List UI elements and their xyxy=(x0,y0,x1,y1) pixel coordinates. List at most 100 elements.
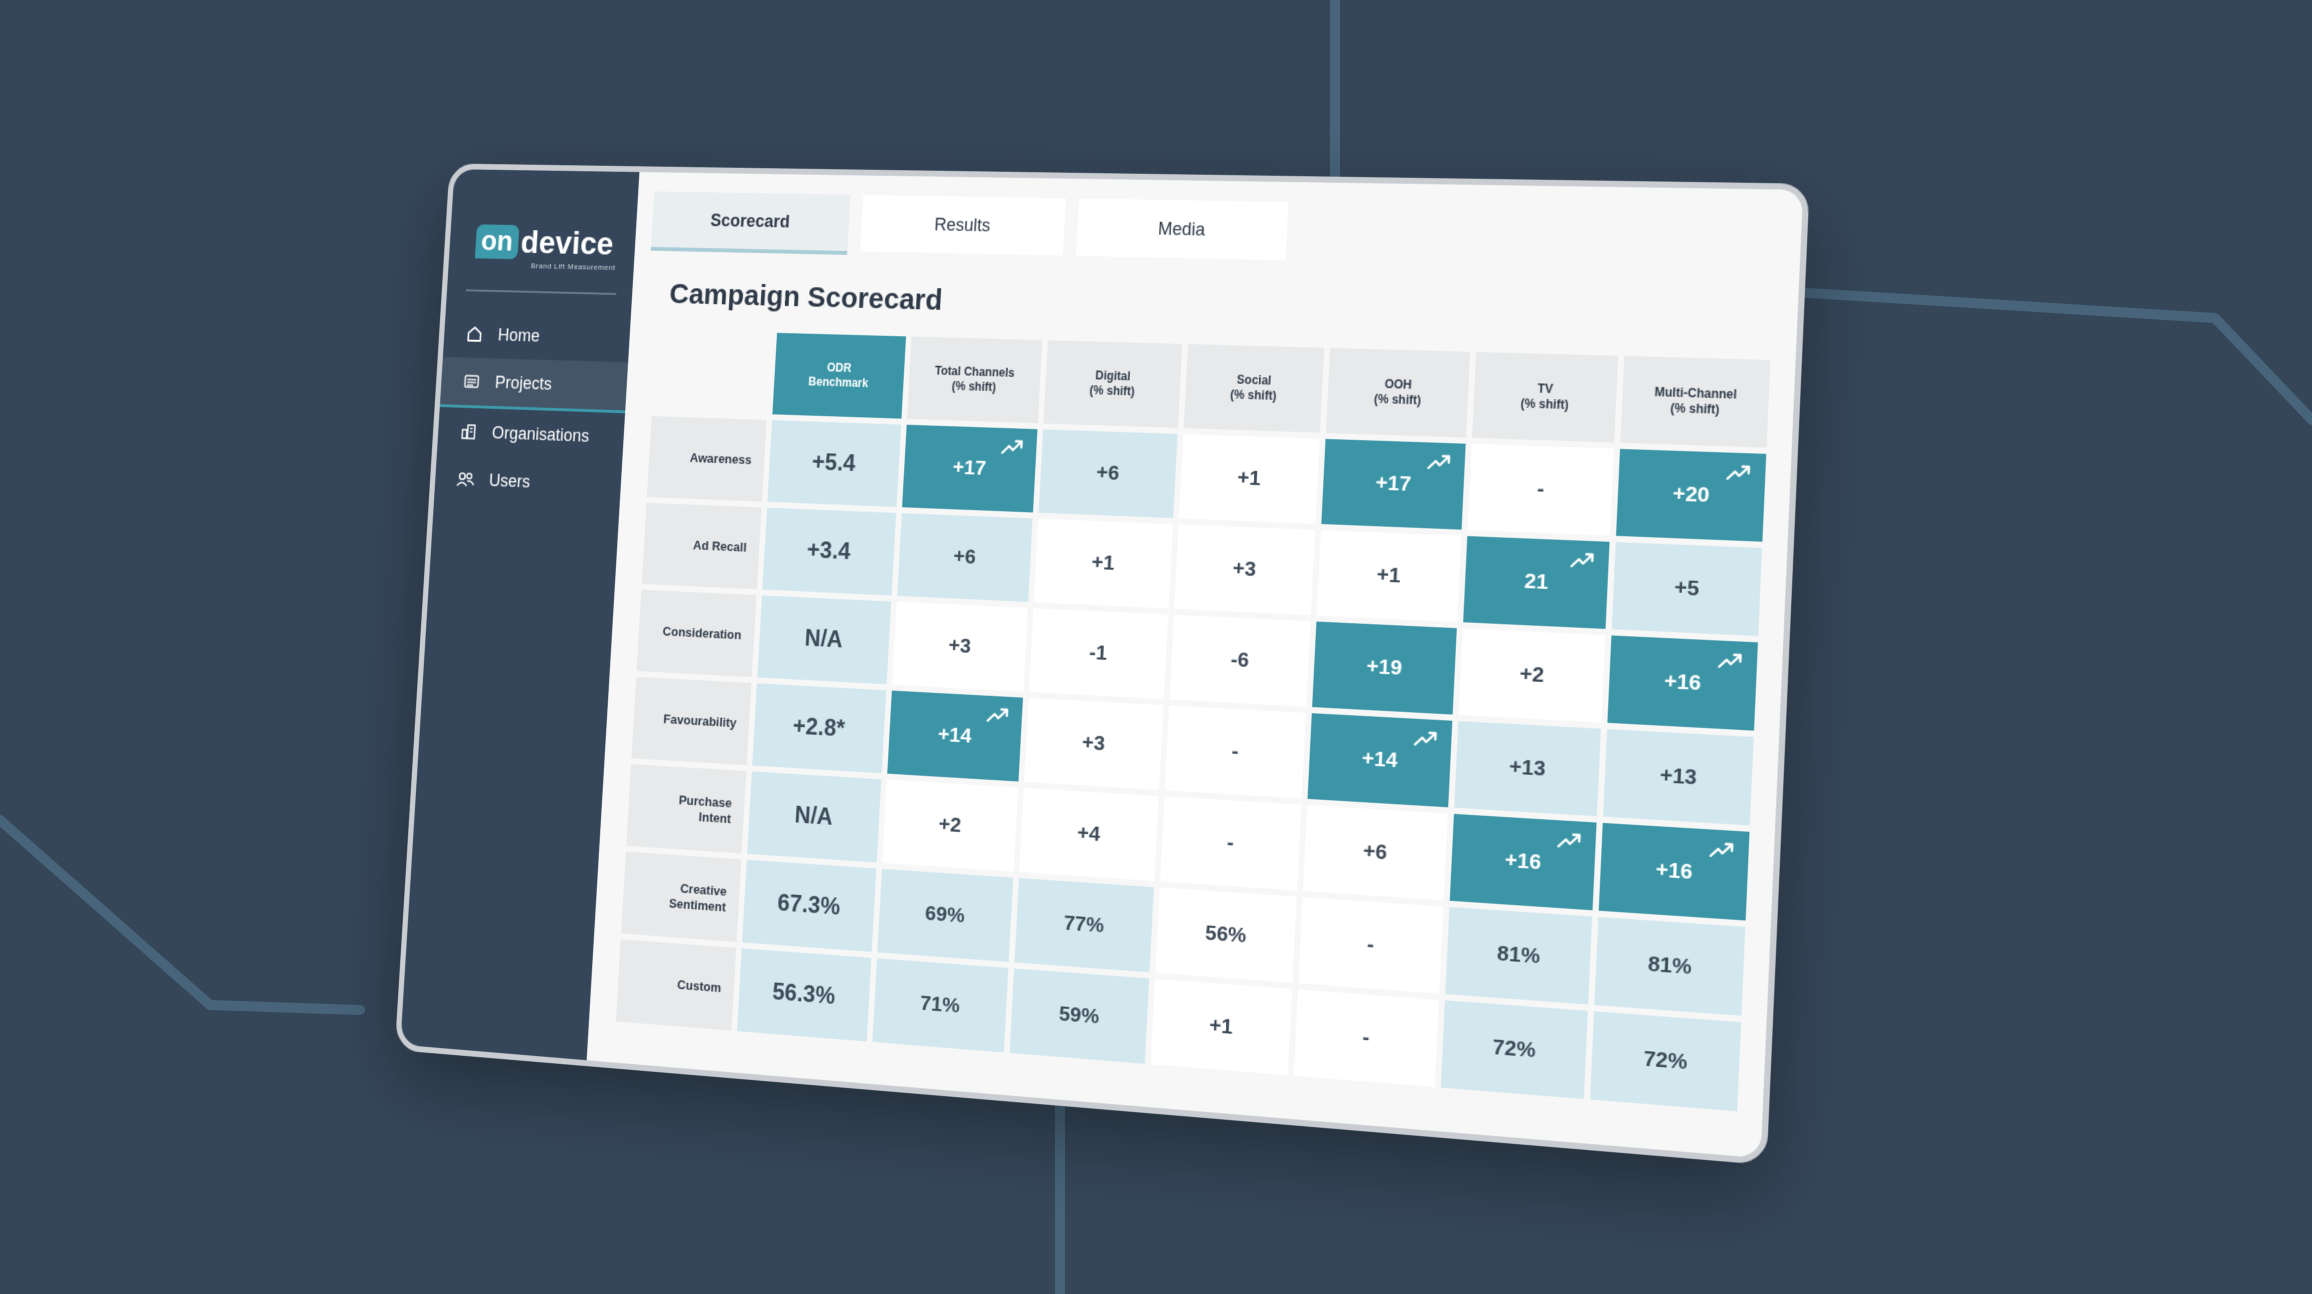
score-value: +14 xyxy=(1361,746,1399,773)
tab-media[interactable]: Media xyxy=(1076,198,1289,261)
score-cell[interactable]: +14 xyxy=(886,690,1024,782)
score-cell[interactable]: +2 xyxy=(881,779,1019,872)
table-corner xyxy=(652,330,772,415)
sidebar-item-home[interactable]: Home xyxy=(443,310,631,363)
score-cell[interactable]: -6 xyxy=(1169,614,1311,707)
score-cell[interactable]: +16 xyxy=(1607,635,1758,731)
score-cell[interactable]: - xyxy=(1159,796,1302,891)
score-cell[interactable]: 56% xyxy=(1155,887,1297,983)
score-cell[interactable]: +3 xyxy=(1024,697,1164,790)
score-value: +1 xyxy=(1208,1013,1234,1039)
score-value: N/A xyxy=(794,801,834,831)
score-value: 81% xyxy=(1647,951,1693,980)
score-value: 59% xyxy=(1058,1002,1100,1029)
score-cell[interactable]: - xyxy=(1467,443,1615,536)
score-value: +1 xyxy=(1090,550,1116,575)
score-cell[interactable]: +20 xyxy=(1616,448,1767,542)
sidebar-item-users[interactable]: Users xyxy=(434,454,622,509)
score-value: +6 xyxy=(1362,839,1388,865)
tab-scorecard[interactable]: Scorecard xyxy=(650,191,851,255)
score-cell[interactable]: 69% xyxy=(876,868,1014,962)
score-cell[interactable]: 59% xyxy=(1009,968,1149,1064)
score-cell[interactable]: +19 xyxy=(1312,621,1457,715)
score-value: N/A xyxy=(804,624,844,654)
trending-up-icon xyxy=(1717,651,1745,671)
score-cell[interactable]: +1 xyxy=(1150,978,1293,1076)
score-cell[interactable]: 72% xyxy=(1590,1011,1742,1112)
sidebar-divider xyxy=(465,289,617,295)
trending-up-icon xyxy=(986,706,1011,725)
tab-results[interactable]: Results xyxy=(860,194,1066,256)
score-value: - xyxy=(1536,477,1545,501)
trending-up-icon xyxy=(1426,453,1453,472)
score-value: +13 xyxy=(1659,763,1698,790)
column-header: Total Channels (% shift) xyxy=(906,336,1043,424)
score-value: 21 xyxy=(1523,569,1549,595)
score-value: +2 xyxy=(1519,662,1545,688)
score-value: +17 xyxy=(952,455,987,480)
score-value: - xyxy=(1226,830,1235,855)
page-title: Campaign Scorecard xyxy=(668,278,944,317)
score-cell[interactable]: +13 xyxy=(1603,729,1754,826)
score-cell[interactable]: -1 xyxy=(1029,608,1168,700)
score-cell[interactable]: 81% xyxy=(1445,906,1593,1005)
score-cell[interactable]: +16 xyxy=(1599,822,1750,921)
score-cell[interactable]: +16 xyxy=(1449,813,1598,911)
tab-bar: Scorecard Results Media xyxy=(635,172,1803,275)
score-cell[interactable]: 81% xyxy=(1594,917,1746,1016)
row-label: Favourability xyxy=(631,676,752,766)
score-value: 69% xyxy=(924,901,966,928)
score-value: +16 xyxy=(1504,848,1542,875)
score-cell[interactable]: +5 xyxy=(1612,542,1763,637)
score-cell[interactable]: +13 xyxy=(1454,721,1602,817)
score-cell[interactable]: +6 xyxy=(1038,429,1178,519)
column-header: TV (% shift) xyxy=(1471,351,1619,443)
score-cell[interactable]: +1 xyxy=(1033,518,1173,609)
score-cell[interactable]: - xyxy=(1164,705,1307,799)
score-cell[interactable]: 77% xyxy=(1014,878,1154,973)
score-cell[interactable]: +5.4 xyxy=(767,420,901,507)
sidebar-item-label: Users xyxy=(488,470,531,491)
score-value: - xyxy=(1231,739,1240,764)
column-header: Multi-Channel (% shift) xyxy=(1620,356,1771,448)
score-cell[interactable]: +6 xyxy=(1303,805,1448,901)
score-cell[interactable]: +6 xyxy=(896,513,1033,602)
score-value: -1 xyxy=(1088,640,1108,665)
score-cell[interactable]: - xyxy=(1298,897,1444,994)
score-cell[interactable]: N/A xyxy=(747,771,881,863)
score-cell[interactable]: +17 xyxy=(1321,438,1466,530)
score-cell[interactable]: +2.8* xyxy=(752,683,886,774)
row-label: Consideration xyxy=(636,589,757,678)
score-cell[interactable]: - xyxy=(1293,989,1439,1088)
trending-up-icon xyxy=(1725,463,1753,483)
score-cell[interactable]: +14 xyxy=(1307,713,1453,808)
score-cell[interactable]: N/A xyxy=(757,595,891,685)
score-cell[interactable]: +1 xyxy=(1316,530,1462,622)
score-cell[interactable]: 21 xyxy=(1462,536,1611,629)
score-cell[interactable]: +1 xyxy=(1178,434,1320,524)
sidebar-item-projects[interactable]: Projects xyxy=(439,356,629,414)
score-value: +2.8* xyxy=(792,712,846,743)
score-value: +6 xyxy=(952,544,977,569)
trending-up-icon xyxy=(1413,729,1440,749)
score-cell[interactable]: +2 xyxy=(1458,628,1606,723)
score-value: +3.4 xyxy=(806,536,852,566)
score-cell[interactable]: +4 xyxy=(1019,787,1159,882)
score-cell[interactable]: 67.3% xyxy=(742,859,876,952)
score-cell[interactable]: 71% xyxy=(871,958,1009,1053)
score-value: - xyxy=(1361,1025,1371,1050)
score-cell[interactable]: 56.3% xyxy=(736,948,871,1042)
score-value: - xyxy=(1366,932,1375,957)
column-header: ODR Benchmark xyxy=(772,332,906,419)
score-value: +6 xyxy=(1095,461,1120,485)
score-cell[interactable]: +3.4 xyxy=(762,507,896,596)
score-cell[interactable]: +3 xyxy=(1173,524,1316,616)
score-value: 71% xyxy=(919,991,961,1018)
score-value: +5.4 xyxy=(811,448,857,477)
score-cell[interactable]: +3 xyxy=(891,601,1028,692)
organisations-icon xyxy=(458,421,478,443)
row-label: Ad Recall xyxy=(641,502,762,590)
score-cell[interactable]: 72% xyxy=(1440,1000,1589,1100)
sidebar-item-organisations[interactable]: Organisations xyxy=(437,407,625,461)
score-cell[interactable]: +17 xyxy=(901,424,1038,513)
